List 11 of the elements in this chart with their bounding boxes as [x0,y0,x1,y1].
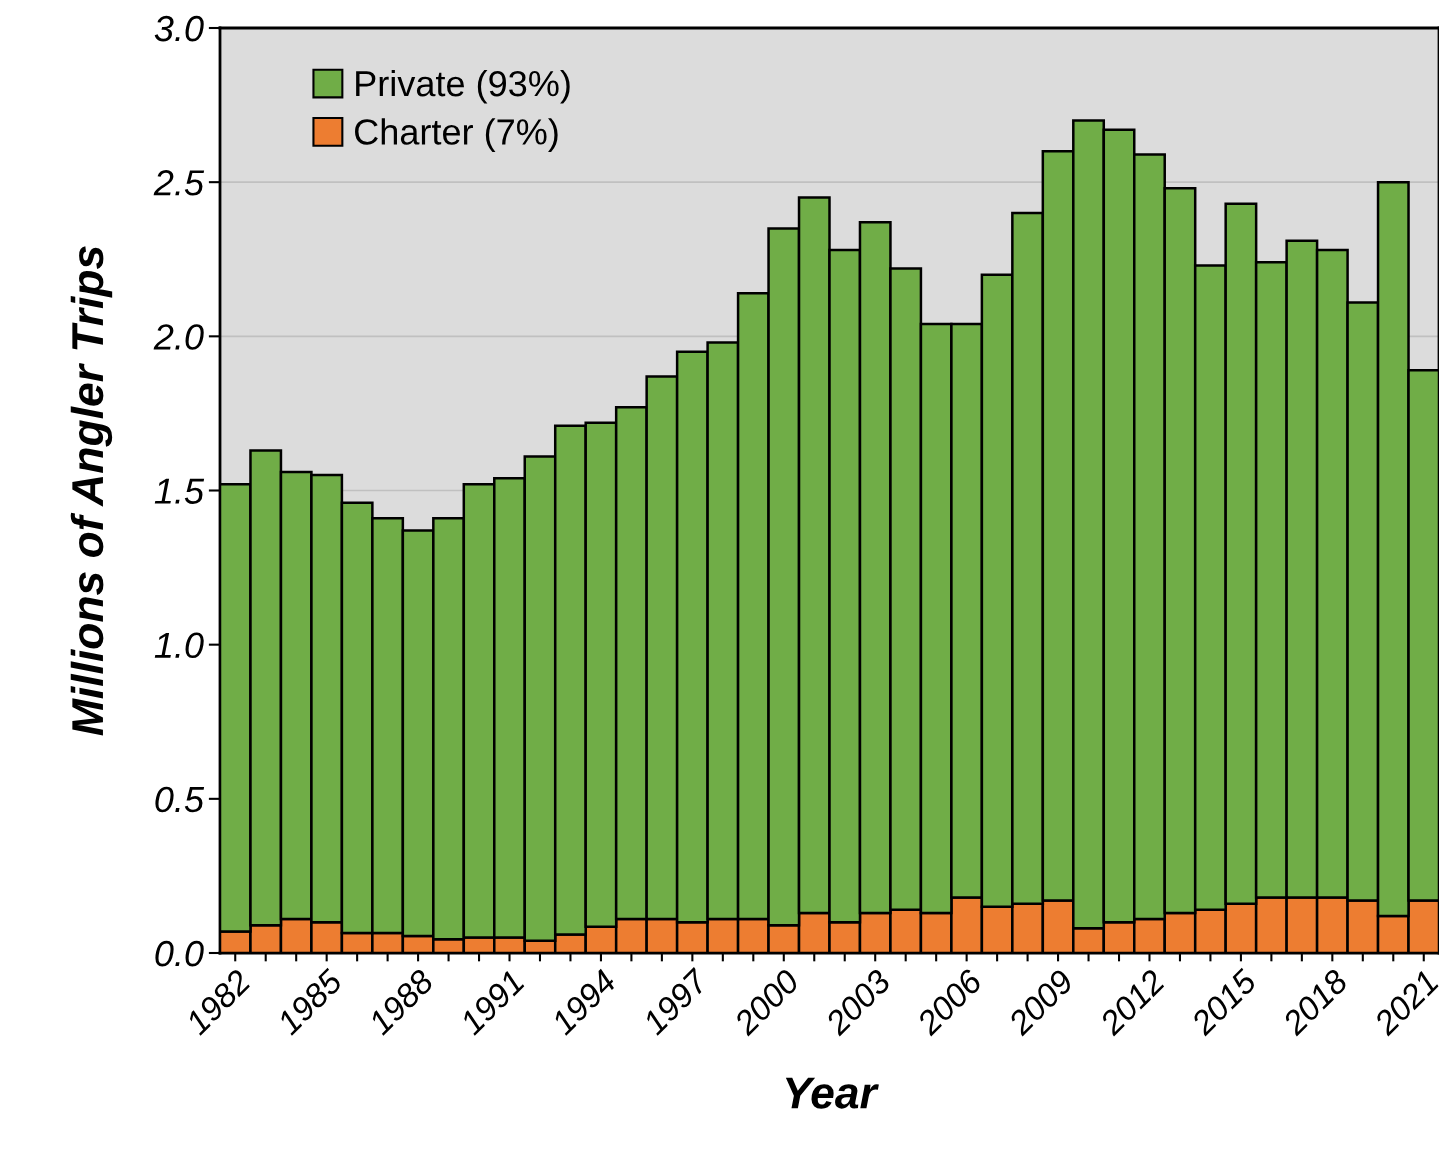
y-axis-title: Millions of Angler Trips [70,246,113,736]
y-tick-label: 1.5 [154,478,205,504]
x-axis-title: Year [785,1077,879,1109]
legend-label: Charter (7%) [355,118,558,152]
y-tick-label: 0.0 [155,940,204,967]
y-tick-label: 3.0 [154,15,204,42]
y-tick-label: 1.0 [154,632,204,659]
y-tick-label: 2.5 [153,170,205,196]
y-tick-label: 0.5 [155,786,205,813]
legend-label: Private (93%) [356,69,570,104]
y-tick-label: 2.0 [153,324,204,350]
